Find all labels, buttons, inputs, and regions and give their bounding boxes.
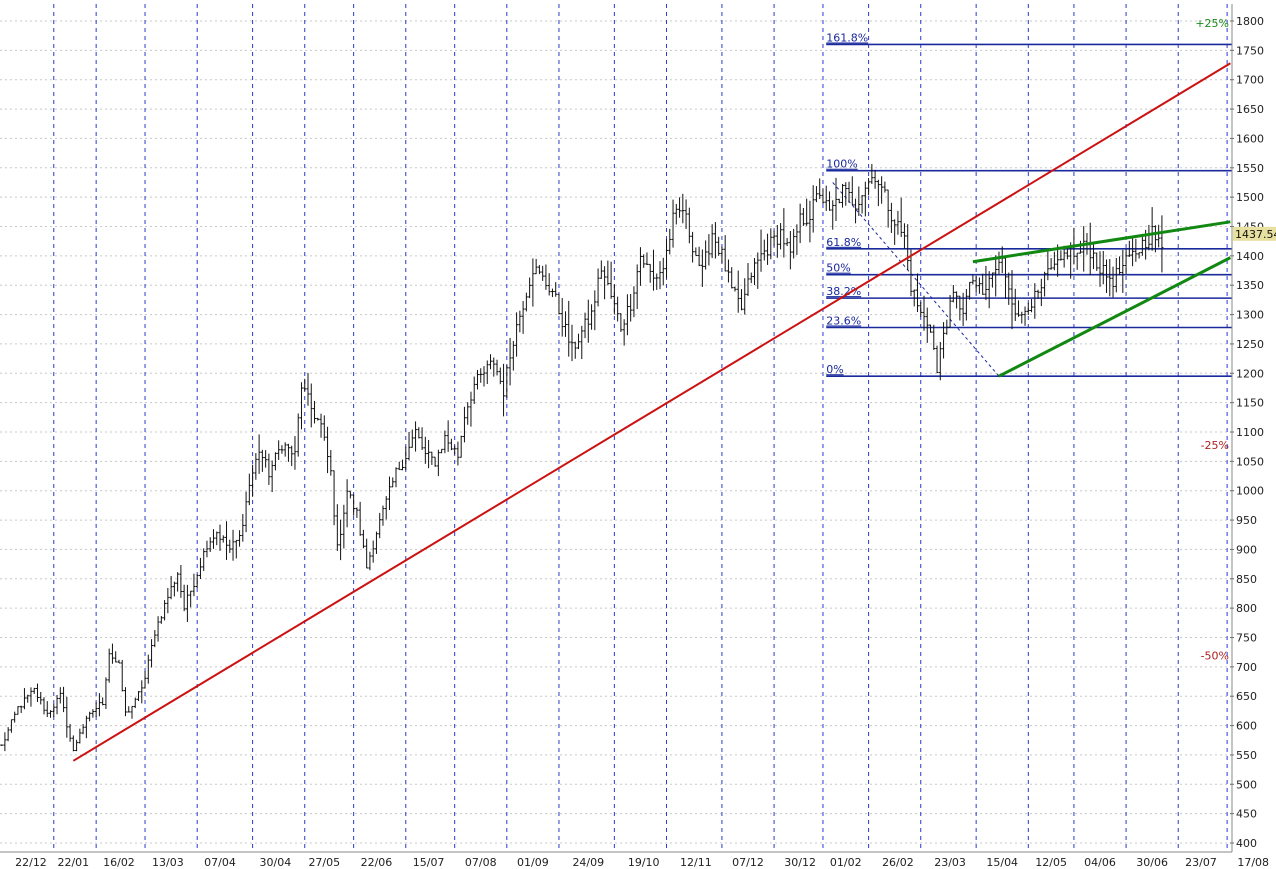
y-tick-label: 900 xyxy=(1236,543,1257,556)
x-tick-label: 19/10 xyxy=(628,856,660,869)
x-tick-label: 12/05 xyxy=(1035,856,1067,869)
horizontal-grid xyxy=(0,20,1232,844)
y-tick-label: 650 xyxy=(1236,690,1257,703)
price-bars xyxy=(0,163,1164,752)
y-tick-label: 850 xyxy=(1236,573,1257,586)
y-tick-label: 450 xyxy=(1236,808,1257,821)
y-tick-label: 500 xyxy=(1236,778,1257,791)
fib-diagonal xyxy=(832,182,1000,377)
last-price-label: 1437.54 xyxy=(1233,226,1276,241)
x-tick-label: 12/11 xyxy=(680,856,712,869)
y-tick-label: 1400 xyxy=(1236,250,1264,263)
x-tick-label: 15/07 xyxy=(413,856,445,869)
x-tick-label: 30/06 xyxy=(1136,856,1168,869)
y-tick-label: 750 xyxy=(1236,632,1257,645)
percent-marker: -50% xyxy=(1201,650,1229,663)
trendlines xyxy=(72,62,1232,762)
x-tick-label: 13/03 xyxy=(152,856,184,869)
percent-marker: -25% xyxy=(1201,439,1229,452)
y-tick-label: 1800 xyxy=(1236,15,1264,28)
fib-level-label: 50% xyxy=(826,262,850,275)
x-tick-label: 01/02 xyxy=(830,856,862,869)
y-tick-label: 550 xyxy=(1236,749,1257,762)
x-tick-label: 24/09 xyxy=(572,856,604,869)
y-tick-label: 1500 xyxy=(1236,191,1264,204)
fibonacci-retracement: 161.8% 100% 61.8% 50% 38.2% 23.6% 0% xyxy=(826,31,1232,378)
x-tick-label: 30/04 xyxy=(260,856,292,869)
y-tick-label: 1600 xyxy=(1236,132,1264,145)
x-tick-label: 15/04 xyxy=(986,856,1018,869)
last-price-box xyxy=(1233,226,1276,241)
x-tick-label: 04/06 xyxy=(1084,856,1116,869)
x-tick-label: 17/08 xyxy=(1237,856,1269,869)
y-tick-label: 1000 xyxy=(1236,485,1264,498)
y-tick-label: 1700 xyxy=(1236,74,1264,87)
y-tick-label: 800 xyxy=(1236,602,1257,615)
percent-markers: +25% -25% -50% xyxy=(1195,17,1229,663)
red-support-trendline xyxy=(72,62,1231,762)
x-tick-label: 16/02 xyxy=(103,856,135,869)
green-upper-trendline xyxy=(972,220,1231,264)
x-tick-label: 22/01 xyxy=(57,856,89,869)
y-tick-label: 1050 xyxy=(1236,455,1264,468)
y-tick-label: 1550 xyxy=(1236,162,1264,175)
y-tick-label: 1350 xyxy=(1236,279,1264,292)
x-tick-label: 26/02 xyxy=(882,856,914,869)
y-tick-label: 1250 xyxy=(1236,338,1264,351)
y-tick-label: 1150 xyxy=(1236,397,1264,410)
y-tick-label: 1300 xyxy=(1236,309,1264,322)
y-tick-label: 1650 xyxy=(1236,103,1264,116)
y-tick-label: 700 xyxy=(1236,661,1257,674)
y-tick-label: 600 xyxy=(1236,720,1257,733)
y-tick-label: 400 xyxy=(1236,837,1257,850)
x-tick-label: 07/08 xyxy=(465,856,497,869)
y-tick-label: 1750 xyxy=(1236,44,1264,57)
fib-level-label: 61.8% xyxy=(826,236,861,249)
y-tick-label: 1200 xyxy=(1236,367,1264,380)
x-tick-label: 01/09 xyxy=(517,856,549,869)
x-tick-label: 07/04 xyxy=(204,856,236,869)
fib-level-label: 161.8% xyxy=(826,31,868,44)
fib-level-label: 23.6% xyxy=(826,314,861,327)
fib-level-label: 38.2% xyxy=(826,285,861,298)
percent-marker: +25% xyxy=(1195,17,1229,30)
x-tick-label: 23/07 xyxy=(1185,856,1217,869)
last-price-value: 1437.54 xyxy=(1235,228,1276,241)
x-tick-label: 30/12 xyxy=(784,856,816,869)
fib-level-label: 0% xyxy=(826,363,843,376)
green-lower-trendline xyxy=(998,256,1232,378)
fib-level-label: 100% xyxy=(826,158,857,171)
x-tick-label: 07/12 xyxy=(732,856,764,869)
x-tick-label: 22/06 xyxy=(361,856,393,869)
x-tick-label: 22/12 xyxy=(15,856,47,869)
y-tick-label: 950 xyxy=(1236,514,1257,527)
x-axis: 22/12 22/01 16/02 13/03 07/04 30/04 27/05 22/06… xyxy=(0,851,1269,869)
x-tick-label: 23/03 xyxy=(934,856,966,869)
x-tick-label: 27/05 xyxy=(308,856,340,869)
y-tick-label: 1100 xyxy=(1236,426,1264,439)
